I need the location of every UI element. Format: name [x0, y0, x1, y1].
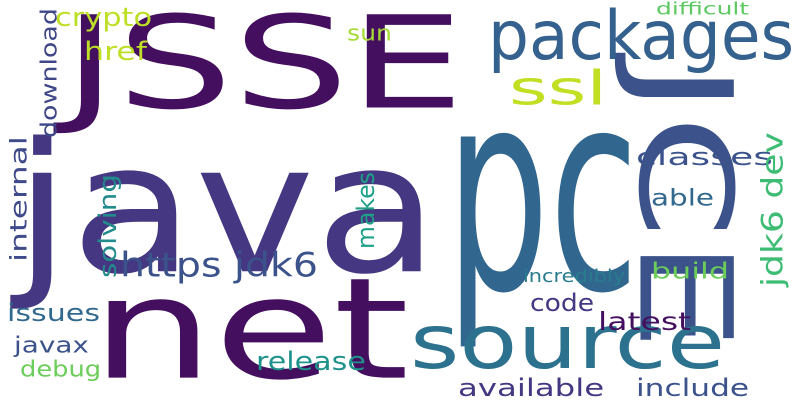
word-packages: packages: [488, 0, 795, 76]
word-href: href: [84, 35, 148, 67]
word-ssl: ssl: [509, 60, 607, 116]
word-release: release: [256, 345, 366, 377]
word-incredibly: incredibly: [523, 265, 626, 287]
word-debug: debug: [20, 356, 102, 382]
word-pc: pc: [446, 29, 639, 356]
word-include: include: [636, 373, 750, 400]
word-issues: issues: [7, 298, 100, 327]
word-java: java: [14, 103, 440, 315]
word-difficult: difficult: [656, 0, 750, 19]
word-available: available: [458, 373, 605, 400]
word-code: code: [530, 288, 595, 317]
word-build: build: [651, 258, 729, 284]
word-solving: solving: [93, 174, 122, 278]
word-download: download: [36, 8, 62, 139]
word-sun: sun: [347, 20, 392, 46]
word-internal: internal: [4, 136, 32, 262]
word-source: source: [410, 298, 726, 386]
word-net: net: [91, 247, 410, 400]
word-crypto: crypto: [55, 1, 153, 33]
word-able: able: [651, 183, 715, 211]
word-jdk6-dev: jdk6 dev: [755, 132, 790, 287]
word-javax: javax: [14, 332, 89, 358]
word-classes: classes: [636, 142, 773, 171]
word-jsse: JSSE: [63, 0, 465, 139]
word-https-jdk6: https jdk6: [120, 244, 318, 285]
word-latest: latest: [598, 306, 692, 336]
word-makes: makes: [351, 172, 380, 249]
